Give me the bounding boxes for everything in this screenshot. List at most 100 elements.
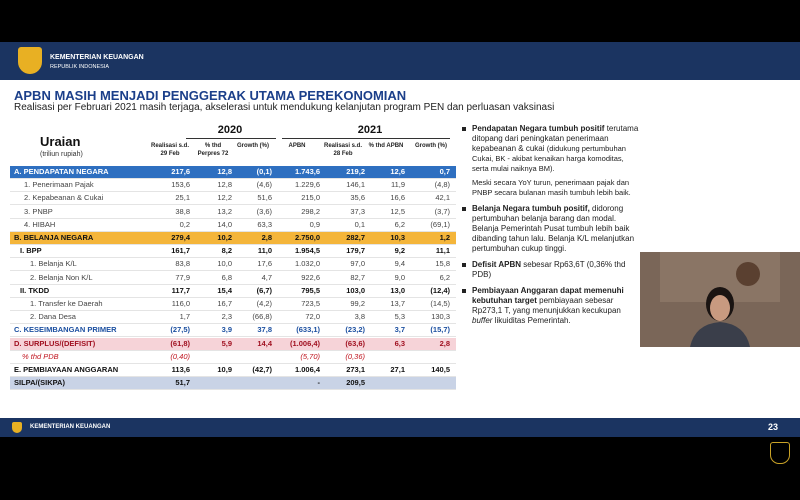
face — [710, 295, 730, 321]
row-label: 1. Transfer ke Daerah — [30, 299, 103, 308]
column-header: Realisasi s.d. 29 Feb — [150, 143, 190, 157]
cell-value: (6,7) — [256, 285, 272, 295]
cell-value: 15,8 — [435, 259, 450, 269]
cell-value: 2.750,0 — [294, 233, 320, 242]
cell-value: 97,0 — [350, 259, 365, 269]
cell-value: 13,2 — [217, 206, 232, 216]
cell-value: 1,7 — [179, 312, 190, 322]
table-row: C. KESEIMBANGAN PRIMER (27,5) 3,9 37,8 (633,… — [10, 324, 456, 338]
cell-value: 5,9 — [221, 338, 232, 348]
row-label: 2. Kepabeanan & Cukai — [24, 193, 104, 203]
cell-value: 99,2 — [350, 299, 365, 308]
bullets: Pendapatan Negara tumbuh positif terutam… — [462, 124, 640, 332]
body — [690, 322, 750, 347]
cell-value: 51,7 — [175, 378, 190, 388]
cell-value: 72,0 — [305, 312, 320, 322]
row-label: 2. Dana Desa — [30, 312, 76, 322]
cell-value: (23,2) — [345, 325, 365, 335]
cell-value: 922,6 — [301, 272, 320, 282]
bullet-text: (didukung pertumbuhan Cukai, BK - akibat… — [472, 144, 626, 173]
bullet-paragraph: Defisit APBN sebesar Rp63,6T (0,36% thd … — [472, 260, 640, 280]
cell-value: (15,7) — [430, 325, 450, 335]
cell-value: 9,2 — [394, 246, 405, 256]
cell-value: 140,5 — [431, 365, 450, 374]
cell-value: 5,3 — [394, 312, 405, 322]
bullet-text: buffer — [472, 316, 493, 325]
column-header: Growth (%) — [237, 143, 269, 149]
table-row: 2. Belanja Non K/L 77,9 6,8 4,7 922,6 82,7 9,0… — [10, 271, 456, 285]
row-label: % thd PDB — [22, 351, 59, 361]
cell-value: (0,1) — [256, 167, 272, 176]
cell-value: 6,2 — [439, 272, 450, 282]
row-label: 3. PNBP — [24, 206, 53, 216]
table-row: D. SURPLUS/(DEFISIT) (61,8) 5,9 14,4 (1.006,… — [10, 337, 456, 351]
cell-value: 14,4 — [257, 338, 272, 348]
cell-value: 11,0 — [257, 246, 272, 256]
bullet-text: Belanja Negara tumbuh positif, — [472, 204, 590, 213]
cell-value: 10,2 — [217, 233, 232, 242]
cell-value: (69,1) — [430, 219, 450, 229]
cell-value: 12,8 — [217, 180, 232, 190]
bullet-paragraph: Pendapatan Negara tumbuh positif terutam… — [472, 124, 640, 174]
cell-value: 117,7 — [171, 285, 190, 295]
cell-value: 42,1 — [435, 193, 450, 203]
cell-value: 77,9 — [175, 272, 190, 282]
cell-value: 116,0 — [171, 299, 190, 308]
year-header: 2020 — [217, 124, 243, 136]
cell-value: 16,6 — [390, 193, 405, 203]
cell-value: 217,6 — [171, 167, 190, 176]
table-row: 4. HIBAH 0,2 14,0 63,3 0,9 0,1 6,2 (69,1) — [10, 218, 456, 232]
footer-org: KEMENTERIAN KEUANGAN — [30, 424, 111, 430]
row-label: 1. Belanja K/L — [30, 259, 77, 269]
bullet-paragraph: Belanja Negara tumbuh positif, didorong … — [472, 204, 640, 254]
cell-value: 2,8 — [439, 338, 450, 348]
row-label: 2. Belanja Non K/L — [30, 272, 93, 282]
cell-value: (4,2) — [256, 299, 272, 308]
cell-value: 13,0 — [390, 285, 405, 295]
cell-value: 153,6 — [171, 180, 190, 190]
cell-value: 0,2 — [179, 219, 190, 229]
table-row: B. BELANJA NEGARA 279,4 10,2 2,8 2.750,0 282,… — [10, 232, 456, 245]
table-row: 3. PNBP 38,8 13,2 (3,6) 298,2 37,3 12,5 (3,7) — [10, 205, 456, 219]
cell-value: 4,7 — [261, 272, 272, 282]
cell-value: 1,2 — [439, 233, 450, 242]
cell-value: 209,5 — [346, 378, 365, 388]
bullet-text: Pendapatan Negara tumbuh positif — [472, 124, 605, 133]
row-label: SILPA/(SIKPA) — [14, 378, 65, 388]
cell-value: 11,9 — [390, 180, 405, 190]
logo — [12, 422, 22, 433]
bullet-text: pembiayaan sebesar Rp273,1 T, yang menun… — [472, 296, 621, 315]
cell-value: 83,8 — [175, 259, 190, 269]
table-row: A. PENDAPATAN NEGARA 217,6 12,8 (0,1) 1.743,… — [10, 166, 456, 179]
cell-value: 161,7 — [171, 246, 190, 256]
cell-value: 35,6 — [350, 193, 365, 203]
year-header: 2021 — [357, 124, 383, 136]
cell-value: 12,6 — [390, 167, 405, 176]
cell-value: 9,4 — [394, 259, 405, 269]
page-number: 23 — [768, 422, 779, 432]
cell-value: 1.954,5 — [294, 246, 320, 256]
footer-bar: KEMENTERIAN KEUANGAN 23 — [0, 418, 800, 437]
video-feed — [640, 252, 800, 347]
bullet-text: likuiditas Pemerintah. — [492, 316, 571, 325]
year-rule — [282, 138, 450, 139]
bullet: Pembiayaan Anggaran dapat memenuhi kebut… — [462, 286, 640, 326]
cell-value: (66,8) — [252, 312, 272, 322]
cell-value: 215,0 — [301, 193, 320, 203]
cell-value: (0,40) — [170, 351, 190, 361]
cell-value: 282,7 — [346, 233, 365, 242]
cell-value: (63,6) — [345, 338, 365, 348]
org-name: KEMENTERIAN KEUANGAN — [50, 54, 144, 61]
cell-value: (3,6) — [256, 206, 272, 216]
cell-value: 13,7 — [390, 299, 405, 308]
cell-value: 3,7 — [394, 325, 405, 335]
cell-value: 298,2 — [301, 206, 320, 216]
cell-value: (61,8) — [170, 338, 190, 348]
cell-value: 11,1 — [435, 246, 450, 256]
table-row: 1. Penerimaan Pajak 153,6 12,8 (4,6) 1.229,6… — [10, 179, 456, 193]
cell-value: 2,3 — [221, 312, 232, 322]
cell-value: 6,3 — [394, 338, 405, 348]
table-row: II. TKDD 117,7 15,4 (6,7) 795,5 103,0 13,0 (12,… — [10, 284, 456, 298]
table-row: SILPA/(SIKPA) 51,7 - 209,5 — [10, 377, 456, 391]
emblem — [736, 262, 760, 286]
